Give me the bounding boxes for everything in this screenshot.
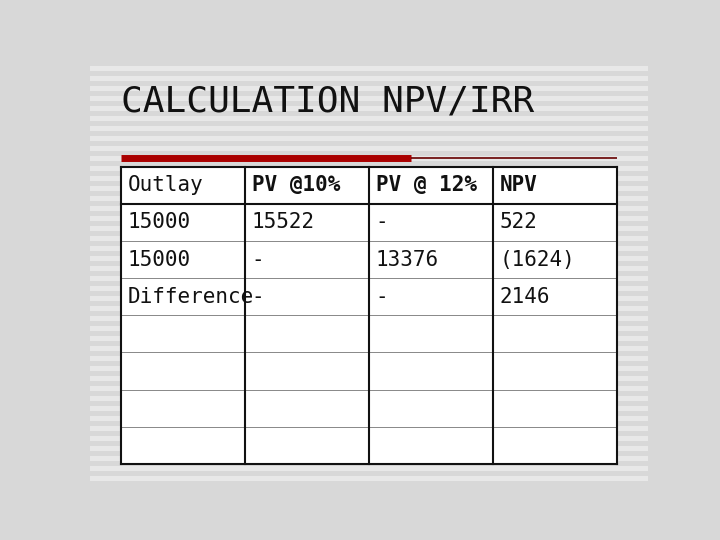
Bar bbox=[90, 366, 648, 371]
Bar bbox=[90, 17, 648, 22]
Bar bbox=[90, 146, 648, 151]
Bar bbox=[90, 37, 648, 42]
Bar bbox=[90, 97, 648, 102]
Bar bbox=[90, 286, 648, 291]
Bar bbox=[90, 356, 648, 361]
Text: -: - bbox=[251, 249, 264, 269]
Bar bbox=[90, 196, 648, 201]
Bar bbox=[90, 446, 648, 451]
Text: 15000: 15000 bbox=[127, 212, 191, 232]
Bar bbox=[90, 436, 648, 441]
Bar bbox=[90, 376, 648, 381]
Text: CALCULATION NPV/IRR: CALCULATION NPV/IRR bbox=[121, 85, 534, 119]
Bar bbox=[90, 66, 648, 71]
Bar bbox=[90, 26, 648, 31]
Bar bbox=[90, 276, 648, 281]
Text: Outlay: Outlay bbox=[127, 176, 203, 195]
Bar bbox=[90, 236, 648, 241]
Bar bbox=[90, 0, 648, 2]
Bar bbox=[90, 126, 648, 131]
Text: 15522: 15522 bbox=[251, 212, 315, 232]
Bar bbox=[90, 336, 648, 341]
Bar bbox=[90, 77, 648, 82]
Bar bbox=[90, 266, 648, 271]
Text: Difference: Difference bbox=[127, 287, 253, 307]
Bar bbox=[90, 256, 648, 261]
Bar bbox=[90, 166, 648, 171]
Bar bbox=[90, 346, 648, 351]
Bar bbox=[90, 316, 648, 321]
Bar bbox=[90, 456, 648, 461]
Bar bbox=[90, 136, 648, 141]
Bar bbox=[90, 57, 648, 62]
Text: (1624): (1624) bbox=[500, 249, 575, 269]
Bar bbox=[90, 396, 648, 401]
Bar bbox=[90, 426, 648, 431]
Bar bbox=[90, 296, 648, 301]
Bar bbox=[90, 86, 648, 91]
Bar bbox=[90, 206, 648, 211]
Bar bbox=[121, 167, 617, 464]
Bar bbox=[90, 226, 648, 231]
Bar bbox=[90, 406, 648, 411]
Bar bbox=[90, 156, 648, 161]
Bar bbox=[90, 416, 648, 421]
Text: 13376: 13376 bbox=[376, 249, 438, 269]
Bar bbox=[90, 6, 648, 11]
Bar bbox=[90, 116, 648, 122]
Text: 15000: 15000 bbox=[127, 249, 191, 269]
Text: NPV: NPV bbox=[500, 176, 538, 195]
Bar bbox=[90, 216, 648, 221]
Bar bbox=[90, 465, 648, 471]
Bar bbox=[90, 306, 648, 311]
Bar bbox=[90, 246, 648, 251]
Bar bbox=[90, 106, 648, 111]
Bar bbox=[90, 46, 648, 51]
Text: -: - bbox=[376, 287, 388, 307]
Text: 2146: 2146 bbox=[500, 287, 550, 307]
Text: PV @ 12%: PV @ 12% bbox=[376, 176, 477, 195]
Bar bbox=[90, 326, 648, 331]
Text: -: - bbox=[251, 287, 264, 307]
Bar bbox=[90, 476, 648, 481]
Bar bbox=[90, 386, 648, 391]
Text: 522: 522 bbox=[500, 212, 538, 232]
Bar bbox=[90, 186, 648, 191]
Bar bbox=[90, 176, 648, 181]
Text: PV @10%: PV @10% bbox=[251, 176, 340, 195]
Text: -: - bbox=[376, 212, 388, 232]
